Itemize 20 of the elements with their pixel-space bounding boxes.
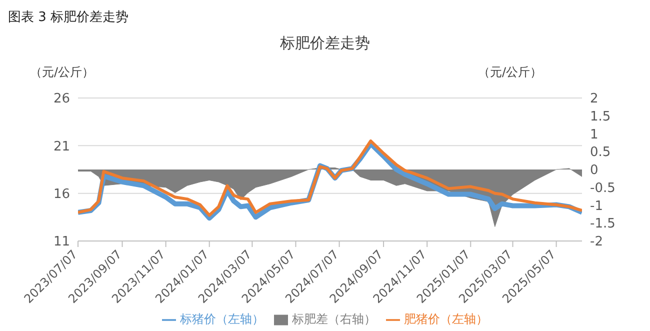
- y2-tick-label: -0.5: [590, 180, 616, 196]
- y2-tick-label: -2: [590, 234, 603, 250]
- y-tick-label: 26: [53, 92, 70, 107]
- y-axis-title: （元/公斤）: [30, 64, 94, 81]
- chart-title: 标肥价差走势: [279, 34, 371, 53]
- y-tick-label: 16: [53, 186, 70, 202]
- y2-tick-label: 1: [590, 127, 598, 142]
- y2-tick-label: 0: [590, 163, 598, 178]
- y-tick-label: 21: [53, 139, 70, 154]
- legend-label: 标猪价（左轴）: [180, 312, 264, 326]
- y2-tick-label: -1: [590, 198, 603, 214]
- y-tick-label: 11: [53, 234, 70, 250]
- legend-label: 肥猪价（左轴）: [404, 312, 488, 326]
- text: 图表 3 标肥价差走势: [8, 9, 130, 27]
- y2-tick-label: 1.5: [590, 109, 611, 124]
- y2-axis-title: （元/公斤）: [478, 64, 542, 81]
- y2-tick-label: -1.5: [590, 216, 616, 232]
- y2-tick-label: 2: [590, 92, 598, 107]
- legend-label: 标肥差（右轴）: [292, 312, 376, 326]
- y2-tick-label: 0.5: [590, 145, 611, 160]
